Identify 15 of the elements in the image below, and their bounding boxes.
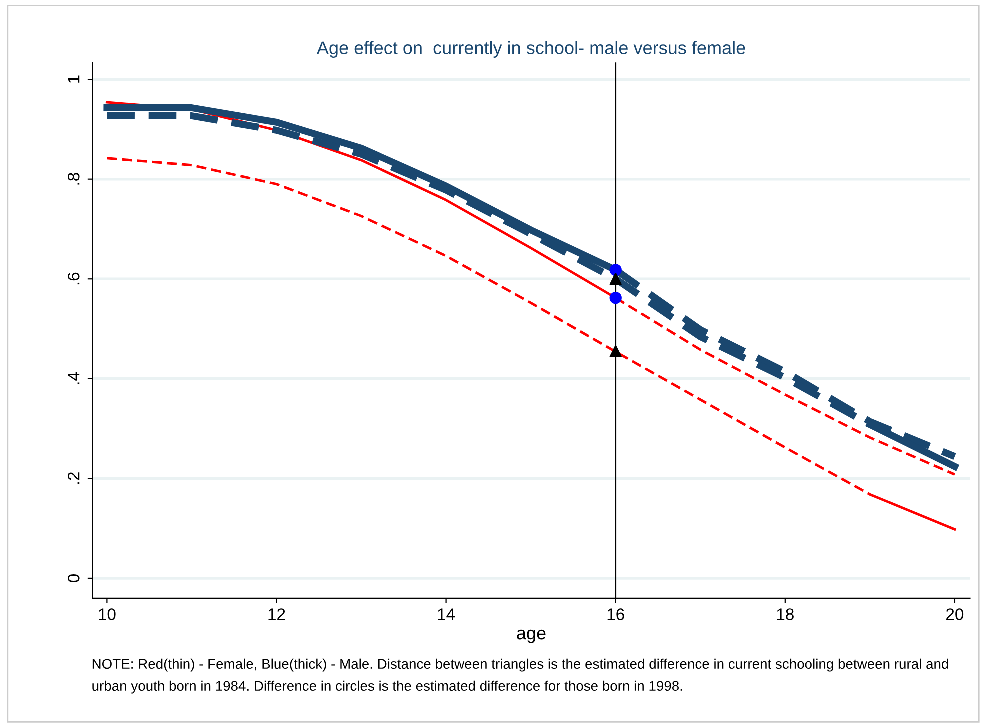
x-axis-title: age (517, 630, 546, 644)
x-tick-label: 10 (99, 608, 116, 620)
x-tick-label: 18 (777, 608, 794, 620)
y-tick-label: .4 (68, 372, 80, 384)
text: NOTE: Red(thin) - Female, Blue(thick) - Male. Distance between triangles is the estimated difference in current schooling between rural and urban youth born in 1984. Difference in circles is the estimated difference for those born in 1998. (92, 658, 948, 694)
y-tick-label: .8 (68, 173, 80, 185)
x-tick-label: 20 (946, 608, 964, 620)
x-tick-label: 16 (608, 608, 624, 620)
y-tick-label: .6 (68, 272, 80, 285)
x-tick-label: 14 (438, 608, 456, 620)
y-tick-label: 1 (68, 76, 80, 83)
x-tick-label: 12 (268, 608, 286, 620)
y-tick-label: 0 (68, 574, 80, 582)
y-tick-label: .2 (68, 472, 80, 484)
chart-title: Age effect on currently in school- male versus female (316, 41, 746, 58)
